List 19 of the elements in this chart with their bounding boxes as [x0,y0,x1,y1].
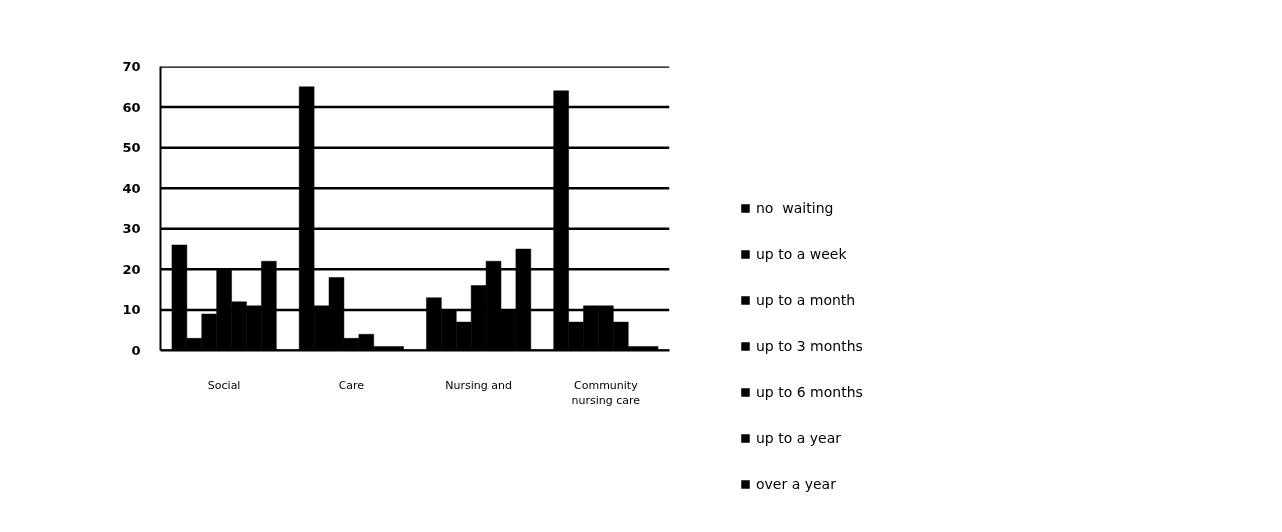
x-tick-label: Care [338,378,365,392]
y-tick-label: 40 [122,180,141,196]
legend-label: up to a year [756,429,841,447]
y-tick-label: 60 [122,99,141,115]
x-tick-label: Nursing and [445,378,512,392]
x-tick-label: Social [207,378,241,392]
y-tick-label: 30 [122,221,141,237]
legend-label: up to 3 months [756,337,863,355]
legend-label: up to 6 months [756,383,863,401]
x-tick-label: Community nursing care [571,378,641,408]
y-tick-label: 50 [122,140,141,156]
y-tick-label: 0 [131,343,141,358]
y-tick-label: 20 [122,261,141,277]
legend-label: up to a month [756,291,856,309]
legend-label: no waiting [756,199,834,217]
y-tick-label: 70 [122,59,141,74]
y-tick-label: 10 [122,302,141,318]
legend-label: over a year [756,475,836,493]
legend-label: up to a week [756,245,847,263]
